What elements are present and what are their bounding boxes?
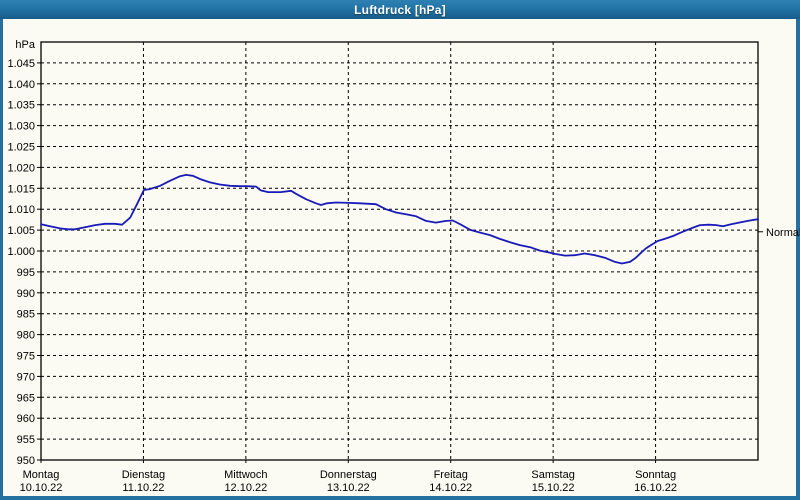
x-tick-day-label: Montag — [23, 469, 60, 481]
window-title: Luftdruck [hPa] — [354, 2, 446, 17]
normal-label: Normal — [766, 227, 800, 239]
y-tick-label: 975 — [17, 351, 35, 363]
y-tick-label: 1.010 — [7, 204, 35, 216]
y-tick-label: 980 — [17, 330, 35, 342]
title-bar: Luftdruck [hPa] — [0, 0, 800, 19]
y-tick-label: 1.040 — [7, 79, 35, 91]
y-tick-label: 995 — [17, 267, 35, 279]
x-tick-date-label: 12.10.22 — [224, 482, 267, 494]
y-tick-label: 1.035 — [7, 100, 35, 112]
x-tick-day-label: Sonntag — [635, 469, 676, 481]
y-tick-label: 950 — [17, 455, 35, 467]
y-tick-label: 955 — [17, 434, 35, 446]
y-tick-label: 1.025 — [7, 142, 35, 154]
pressure-line — [40, 173, 759, 265]
y-tick-label: 970 — [17, 371, 35, 383]
y-tick-label: 1.020 — [7, 162, 35, 174]
x-tick-date-label: 11.10.22 — [122, 482, 164, 494]
y-tick-label: 960 — [17, 413, 35, 425]
y-tick-label: 1.015 — [7, 183, 35, 195]
y-tick-label: 990 — [17, 288, 35, 300]
y-tick-label: 1.000 — [7, 246, 35, 258]
x-tick-day-label: Samstag — [531, 469, 574, 481]
x-tick-date-label: 16.10.22 — [634, 482, 677, 494]
y-tick-label: 985 — [17, 309, 35, 321]
y-tick-label: 1.045 — [7, 58, 35, 70]
y-tick-label: 1.005 — [7, 225, 35, 237]
x-tick-day-label: Dienstag — [122, 469, 165, 481]
plot-border — [40, 41, 759, 461]
x-tick-day-label: Freitag — [434, 469, 468, 481]
y-tick-label: 965 — [17, 392, 35, 404]
x-tick-date-label: 13.10.22 — [327, 482, 370, 494]
x-tick-day-label: Mittwoch — [224, 469, 267, 481]
y-axis-unit-label: hPa — [15, 39, 35, 51]
y-tick-label: 1.030 — [7, 121, 35, 133]
x-tick-day-label: Donnerstag — [320, 469, 377, 481]
chart-area: 950 955 960 965 970 975 980 985 990 995 1.000 1.005… — [3, 19, 800, 496]
x-tick-date-label: 10.10.22 — [20, 482, 63, 494]
x-tick-date-label: 14.10.22 — [429, 482, 472, 494]
x-tick-date-label: 15.10.22 — [532, 482, 575, 494]
